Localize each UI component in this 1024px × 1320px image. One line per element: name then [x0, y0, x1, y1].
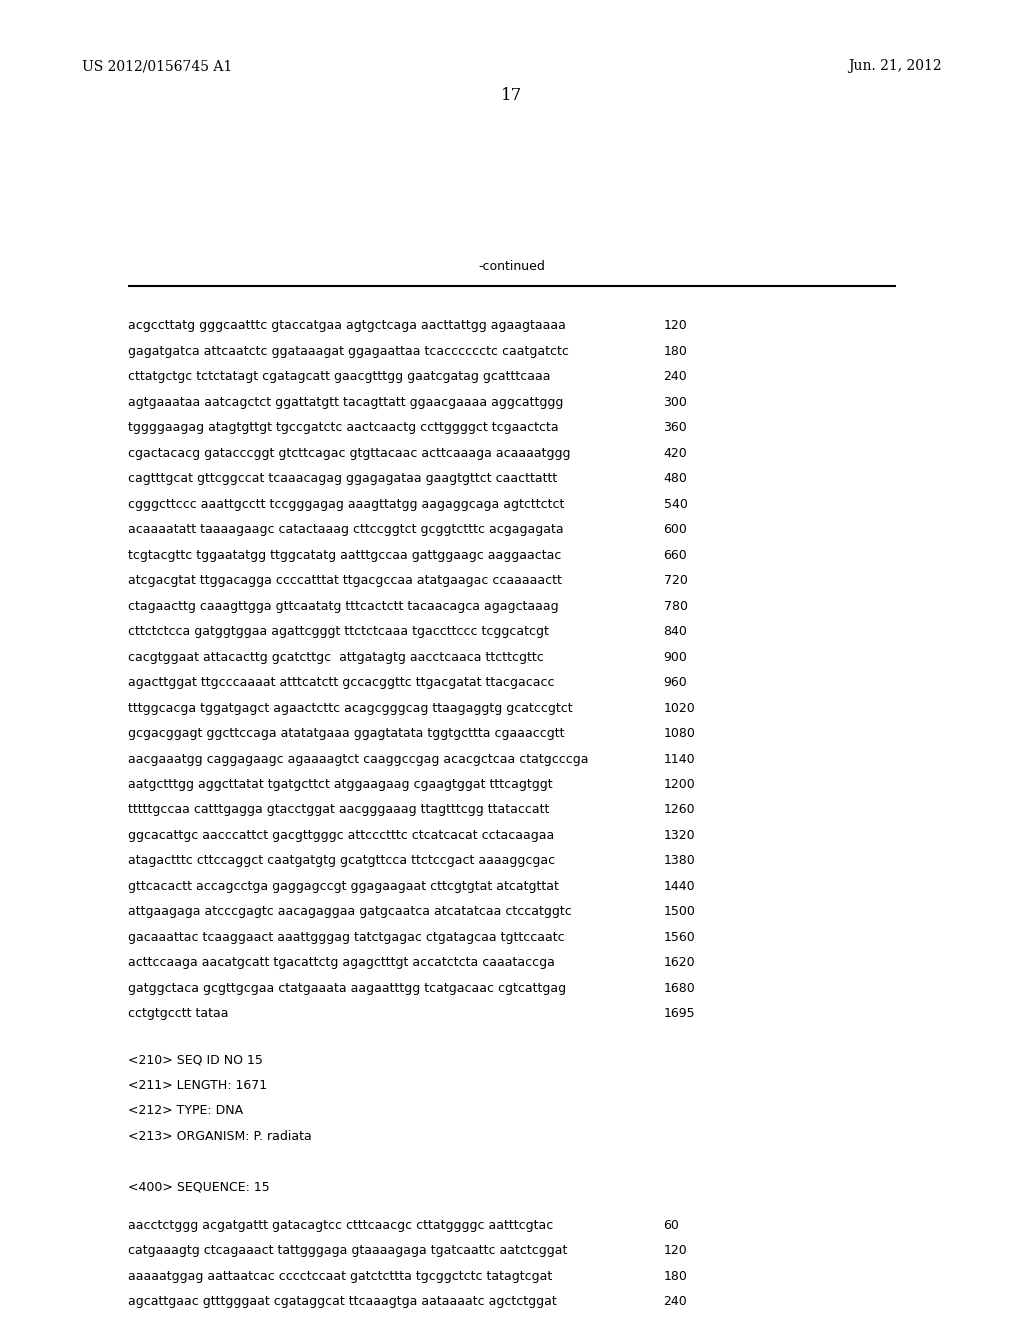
Text: 660: 660 [664, 549, 687, 562]
Text: 1500: 1500 [664, 906, 695, 919]
Text: 1140: 1140 [664, 752, 695, 766]
Text: 960: 960 [664, 676, 687, 689]
Text: 540: 540 [664, 498, 687, 511]
Text: 120: 120 [664, 319, 687, 333]
Text: 780: 780 [664, 599, 687, 612]
Text: tggggaagag atagtgttgt tgccgatctc aactcaactg ccttggggct tcgaactcta: tggggaagag atagtgttgt tgccgatctc aactcaa… [128, 421, 559, 434]
Text: <213> ORGANISM: P. radiata: <213> ORGANISM: P. radiata [128, 1130, 311, 1143]
Text: aaaaatggag aattaatcac cccctccaat gatctcttta tgcggctctc tatagtcgat: aaaaatggag aattaatcac cccctccaat gatctct… [128, 1270, 552, 1283]
Text: -continued: -continued [478, 260, 546, 273]
Text: catgaaagtg ctcagaaact tattgggaga gtaaaagaga tgatcaattc aatctcggat: catgaaagtg ctcagaaact tattgggaga gtaaaag… [128, 1245, 567, 1257]
Text: 240: 240 [664, 371, 687, 383]
Text: gatggctaca gcgttgcgaa ctatgaaata aagaatttgg tcatgacaac cgtcattgag: gatggctaca gcgttgcgaa ctatgaaata aagaatt… [128, 982, 566, 995]
Text: gagatgatca attcaatctc ggataaagat ggagaattaa tcacccccctc caatgatctc: gagatgatca attcaatctc ggataaagat ggagaat… [128, 345, 569, 358]
Text: 1560: 1560 [664, 931, 695, 944]
Text: 180: 180 [664, 1270, 687, 1283]
Text: agtgaaataa aatcagctct ggattatgtt tacagttatt ggaacgaaaa aggcattggg: agtgaaataa aatcagctct ggattatgtt tacagtt… [128, 396, 563, 409]
Text: acttccaaga aacatgcatt tgacattctg agagctttgt accatctcta caaataccga: acttccaaga aacatgcatt tgacattctg agagctt… [128, 956, 555, 969]
Text: 840: 840 [664, 626, 687, 638]
Text: <400> SEQUENCE: 15: <400> SEQUENCE: 15 [128, 1180, 269, 1193]
Text: 720: 720 [664, 574, 687, 587]
Text: 240: 240 [664, 1295, 687, 1308]
Text: 17: 17 [502, 87, 522, 104]
Text: 900: 900 [664, 651, 687, 664]
Text: 1380: 1380 [664, 854, 695, 867]
Text: agcattgaac gtttgggaat cgataggcat ttcaaagtga aataaaatc agctctggat: agcattgaac gtttgggaat cgataggcat ttcaaag… [128, 1295, 557, 1308]
Text: 300: 300 [664, 396, 687, 409]
Text: 1440: 1440 [664, 880, 695, 892]
Text: <211> LENGTH: 1671: <211> LENGTH: 1671 [128, 1078, 267, 1092]
Text: US 2012/0156745 A1: US 2012/0156745 A1 [82, 59, 232, 74]
Text: gttcacactt accagcctga gaggagccgt ggagaagaat cttcgtgtat atcatgttat: gttcacactt accagcctga gaggagccgt ggagaag… [128, 880, 559, 892]
Text: 1260: 1260 [664, 804, 695, 817]
Text: acgccttatg gggcaatttc gtaccatgaa agtgctcaga aacttattgg agaagtaaaa: acgccttatg gggcaatttc gtaccatgaa agtgctc… [128, 319, 566, 333]
Text: aatgctttgg aggcttatat tgatgcttct atggaagaag cgaagtggat tttcagtggt: aatgctttgg aggcttatat tgatgcttct atggaag… [128, 777, 553, 791]
Text: ctagaacttg caaagttgga gttcaatatg tttcactctt tacaacagca agagctaaag: ctagaacttg caaagttgga gttcaatatg tttcact… [128, 599, 559, 612]
Text: aacgaaatgg caggagaagc agaaaagtct caaggccgag acacgctcaa ctatgcccga: aacgaaatgg caggagaagc agaaaagtct caaggcc… [128, 752, 589, 766]
Text: tttttgccaa catttgagga gtacctggat aacgggaaag ttagtttcgg ttataccatt: tttttgccaa catttgagga gtacctggat aacggga… [128, 804, 549, 817]
Text: 1200: 1200 [664, 777, 695, 791]
Text: 180: 180 [664, 345, 687, 358]
Text: agacttggat ttgcccaaaat atttcatctt gccacggttc ttgacgatat ttacgacacc: agacttggat ttgcccaaaat atttcatctt gccacg… [128, 676, 555, 689]
Text: cagtttgcat gttcggccat tcaaacagag ggagagataa gaagtgttct caacttattt: cagtttgcat gttcggccat tcaaacagag ggagaga… [128, 473, 557, 486]
Text: 420: 420 [664, 446, 687, 459]
Text: 1020: 1020 [664, 702, 695, 714]
Text: cgactacacg gatacccggt gtcttcagac gtgttacaac acttcaaaga acaaaatggg: cgactacacg gatacccggt gtcttcagac gtgttac… [128, 446, 570, 459]
Text: <212> TYPE: DNA: <212> TYPE: DNA [128, 1104, 243, 1117]
Text: 600: 600 [664, 523, 687, 536]
Text: 1320: 1320 [664, 829, 695, 842]
Text: 1620: 1620 [664, 956, 695, 969]
Text: cttctctcca gatggtggaa agattcgggt ttctctcaaa tgaccttccc tcggcatcgt: cttctctcca gatggtggaa agattcgggt ttctctc… [128, 626, 549, 638]
Text: ggcacattgc aacccattct gacgttgggc attccctttc ctcatcacat cctacaagaa: ggcacattgc aacccattct gacgttgggc attccct… [128, 829, 554, 842]
Text: aacctctggg acgatgattt gatacagtcc ctttcaacgc cttatggggc aatttcgtac: aacctctggg acgatgattt gatacagtcc ctttcaa… [128, 1218, 553, 1232]
Text: 1080: 1080 [664, 727, 695, 741]
Text: cttatgctgc tctctatagt cgatagcatt gaacgtttgg gaatcgatag gcatttcaaa: cttatgctgc tctctatagt cgatagcatt gaacgtt… [128, 371, 551, 383]
Text: cgggcttccc aaattgcctt tccgggagag aaagttatgg aagaggcaga agtcttctct: cgggcttccc aaattgcctt tccgggagag aaagtta… [128, 498, 564, 511]
Text: 1695: 1695 [664, 1007, 695, 1020]
Text: gacaaattac tcaaggaact aaattgggag tatctgagac ctgatagcaa tgttccaatc: gacaaattac tcaaggaact aaattgggag tatctga… [128, 931, 564, 944]
Text: 60: 60 [664, 1218, 680, 1232]
Text: 480: 480 [664, 473, 687, 486]
Text: cacgtggaat attacacttg gcatcttgc  attgatagtg aacctcaaca ttcttcgttc: cacgtggaat attacacttg gcatcttgc attgatag… [128, 651, 544, 664]
Text: acaaaatatt taaaagaagc catactaaag cttccggtct gcggtctttc acgagagata: acaaaatatt taaaagaagc catactaaag cttccgg… [128, 523, 563, 536]
Text: attgaagaga atcccgagtc aacagaggaa gatgcaatca atcatatcaa ctccatggtc: attgaagaga atcccgagtc aacagaggaa gatgcaa… [128, 906, 571, 919]
Text: 1680: 1680 [664, 982, 695, 995]
Text: <210> SEQ ID NO 15: <210> SEQ ID NO 15 [128, 1053, 263, 1067]
Text: tttggcacga tggatgagct agaactcttc acagcgggcag ttaagaggtg gcatccgtct: tttggcacga tggatgagct agaactcttc acagcgg… [128, 702, 572, 714]
Text: atagactttc cttccaggct caatgatgtg gcatgttcca ttctccgact aaaaggcgac: atagactttc cttccaggct caatgatgtg gcatgtt… [128, 854, 555, 867]
Text: Jun. 21, 2012: Jun. 21, 2012 [849, 59, 942, 74]
Text: cctgtgcctt tataa: cctgtgcctt tataa [128, 1007, 228, 1020]
Text: gcgacggagt ggcttccaga atatatgaaa ggagtatata tggtgcttta cgaaaccgtt: gcgacggagt ggcttccaga atatatgaaa ggagtat… [128, 727, 564, 741]
Text: 120: 120 [664, 1245, 687, 1257]
Text: tcgtacgttc tggaatatgg ttggcatatg aatttgccaa gattggaagc aaggaactac: tcgtacgttc tggaatatgg ttggcatatg aatttgc… [128, 549, 561, 562]
Text: 360: 360 [664, 421, 687, 434]
Text: atcgacgtat ttggacagga ccccatttat ttgacgccaa atatgaagac ccaaaaactt: atcgacgtat ttggacagga ccccatttat ttgacgc… [128, 574, 562, 587]
